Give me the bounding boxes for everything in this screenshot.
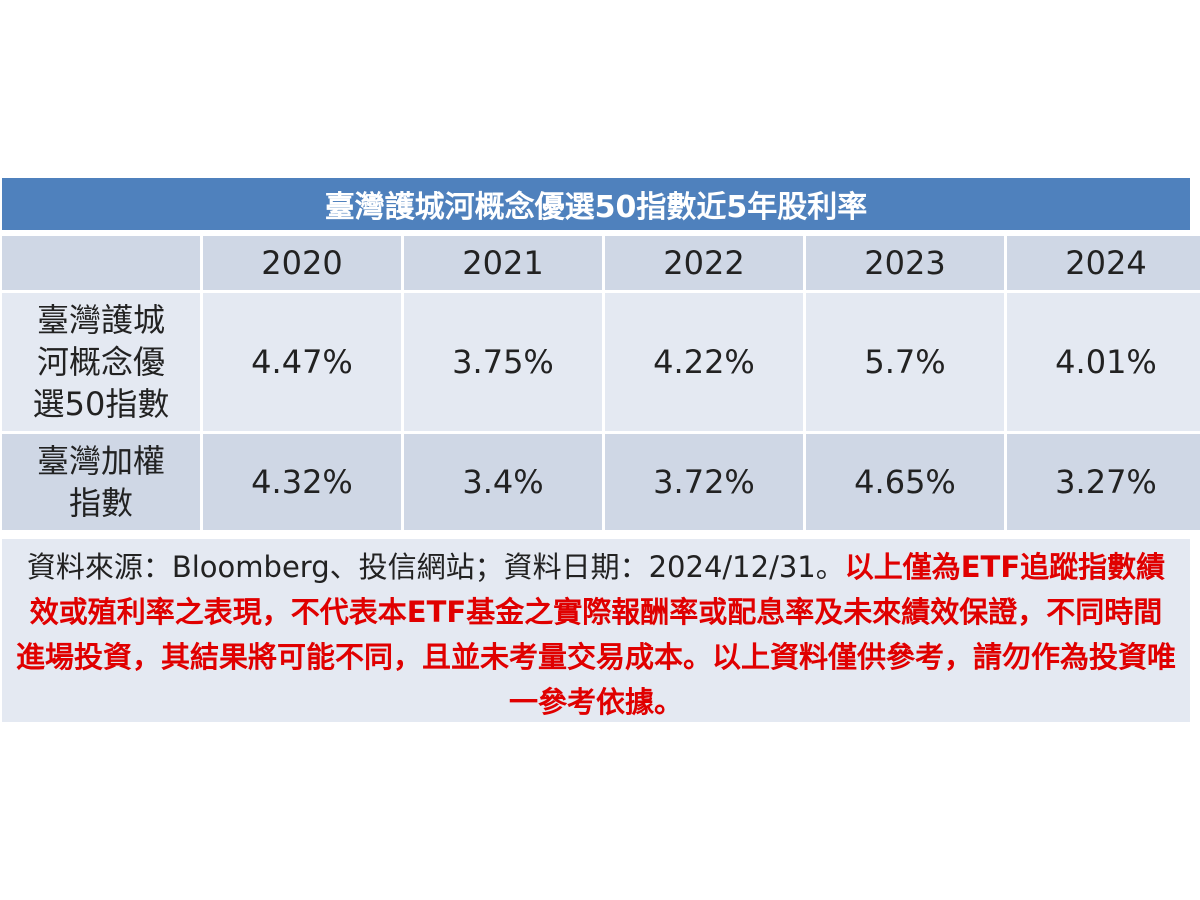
- table-cell-value: 4.01%: [1007, 293, 1200, 431]
- table-cell-value: 4.65%: [806, 434, 1004, 530]
- header-cell-year: 2022: [605, 236, 803, 290]
- dividend-yield-table-panel: 臺灣護城河概念優選50指數近5年股利率 2020 2021 2022 2023 …: [2, 178, 1200, 722]
- header-cell-year: 2023: [806, 236, 1004, 290]
- table-cell-value: 3.4%: [404, 434, 602, 530]
- dividend-yield-table: 2020 2021 2022 2023 2024 臺灣護城 河概念優 選50指數…: [0, 233, 1200, 533]
- table-cell-value: 3.72%: [605, 434, 803, 530]
- row-label: 臺灣護城 河概念優 選50指數: [2, 293, 200, 431]
- table-cell-value: 5.7%: [806, 293, 1004, 431]
- row-label-line: 河概念優: [36, 343, 165, 381]
- table-cell-value: 4.22%: [605, 293, 803, 431]
- table-cell-value: 3.75%: [404, 293, 602, 431]
- table-cell-value: 3.27%: [1007, 434, 1200, 530]
- header-cell-year: 2021: [404, 236, 602, 290]
- header-cell-year: 2024: [1007, 236, 1200, 290]
- row-label-line: 臺灣護城: [36, 301, 165, 339]
- table-header-row: 2020 2021 2022 2023 2024: [2, 236, 1200, 290]
- row-label-line: 選50指數: [32, 385, 170, 423]
- row-label-line: 臺灣加權: [36, 442, 165, 480]
- table-cell-value: 4.47%: [203, 293, 401, 431]
- table-row: 臺灣護城 河概念優 選50指數 4.47% 3.75% 4.22% 5.7% 4…: [2, 293, 1200, 431]
- source-note: 資料來源：Bloomberg、投信網站；資料日期：2024/12/31。以上僅為…: [2, 539, 1190, 722]
- disclaimer-text: 以上僅為ETF追蹤指數績效或殖利率之表現，不代表本ETF基金之實際報酬率或配息率…: [16, 550, 1177, 719]
- table-row: 臺灣加權 指數 4.32% 3.4% 3.72% 4.65% 3.27%: [2, 434, 1200, 530]
- header-cell-corner: [2, 236, 200, 290]
- row-label: 臺灣加權 指數: [2, 434, 200, 530]
- header-cell-year: 2020: [203, 236, 401, 290]
- source-text: 資料來源：Bloomberg、投信網站；資料日期：2024/12/31。: [26, 550, 845, 584]
- table-cell-value: 4.32%: [203, 434, 401, 530]
- table-title: 臺灣護城河概念優選50指數近5年股利率: [2, 178, 1190, 230]
- row-label-line: 指數: [68, 484, 133, 522]
